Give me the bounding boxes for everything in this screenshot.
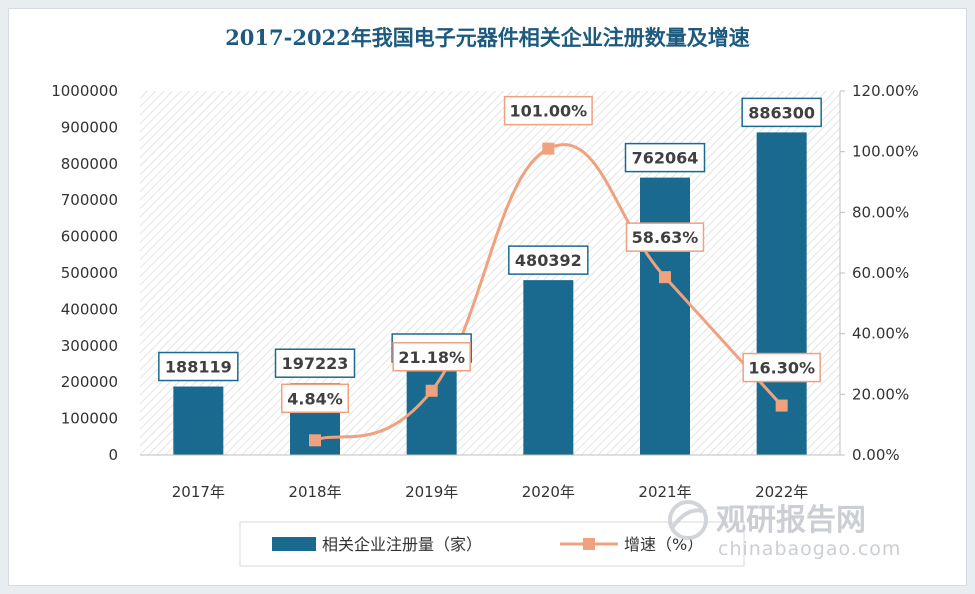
bar bbox=[173, 386, 224, 455]
growth-marker bbox=[425, 384, 438, 397]
y-right-tick-label: 40.00% bbox=[852, 325, 909, 343]
y-left-tick-label: 700000 bbox=[61, 191, 118, 209]
y-left-tick-label: 200000 bbox=[61, 373, 118, 391]
growth-data-label-text: 101.00% bbox=[509, 102, 587, 121]
growth-data-label-text: 16.30% bbox=[748, 359, 815, 378]
growth-marker bbox=[659, 271, 671, 284]
growth-marker bbox=[542, 142, 555, 155]
growth-data-label: 58.63% bbox=[625, 222, 705, 252]
bar-data-label-box bbox=[158, 351, 239, 382]
bar-data-label-box bbox=[624, 142, 706, 173]
legend-bar-label: 相关企业注册量（家） bbox=[322, 535, 482, 554]
growth-data-label-box bbox=[625, 222, 705, 252]
legend-line-label: 增速（%） bbox=[624, 535, 703, 554]
bar bbox=[406, 368, 457, 455]
plot-area bbox=[140, 91, 840, 455]
growth-data-label: 101.00% bbox=[503, 95, 593, 126]
bar-data-label-box bbox=[508, 245, 589, 275]
y-right-tick-label: 80.00% bbox=[852, 203, 909, 221]
growth-data-label: 16.30% bbox=[742, 352, 821, 383]
growth-marker bbox=[775, 399, 788, 412]
y-right-tick-label: 0.00% bbox=[852, 446, 900, 464]
growth-data-label-text: 58.63% bbox=[632, 228, 699, 247]
legend-bar-swatch bbox=[272, 537, 316, 551]
growth-data-label: 21.18% bbox=[392, 342, 471, 372]
y-left-tick-label: 1000000 bbox=[51, 82, 118, 100]
growth-marker bbox=[309, 434, 321, 447]
x-category-label: 2017年 bbox=[172, 483, 225, 501]
x-category-label: 2022年 bbox=[755, 483, 808, 501]
legend-line-marker bbox=[583, 538, 595, 550]
growth-data-label-box bbox=[742, 352, 821, 383]
x-category-label: 2021年 bbox=[638, 483, 691, 501]
bar bbox=[640, 177, 690, 455]
y-right-tick-label: 60.00% bbox=[852, 264, 909, 282]
watermark: 观研报告网 chinabaogao.com bbox=[668, 500, 901, 560]
x-category-label: 2018年 bbox=[288, 483, 341, 501]
bar-data-label: 188119 bbox=[158, 351, 239, 382]
growth-data-label-text: 4.84% bbox=[287, 389, 343, 408]
y-left-tick-label: 600000 bbox=[61, 228, 118, 246]
x-category-label: 2019年 bbox=[405, 483, 458, 501]
y-left-tick-label: 800000 bbox=[61, 155, 118, 173]
y-right-tick-label: 20.00% bbox=[852, 385, 909, 403]
bar-data-label-text: 480392 bbox=[515, 251, 582, 270]
y-left-tick-label: 100000 bbox=[61, 410, 118, 428]
y-right-tick-label: 120.00% bbox=[852, 82, 919, 100]
legend: 相关企业注册量（家） 增速（%） bbox=[239, 521, 745, 567]
growth-data-label: 4.84% bbox=[281, 383, 349, 414]
bar-data-label: 197223 bbox=[274, 348, 356, 378]
x-category-label: 2020年 bbox=[522, 483, 575, 501]
bar-data-label-box bbox=[274, 348, 356, 378]
y-left-tick-label: 500000 bbox=[61, 264, 118, 282]
watermark-cn: 观研报告网 bbox=[716, 503, 866, 538]
y-left-tick-label: 0 bbox=[108, 446, 118, 464]
bar-data-label-text: 197223 bbox=[282, 354, 349, 373]
watermark-en: chinabaogao.com bbox=[718, 538, 901, 560]
growth-data-label-box bbox=[392, 342, 471, 372]
bar-data-label-text: 886300 bbox=[748, 103, 815, 122]
y-left-tick-label: 900000 bbox=[61, 118, 118, 136]
bar-data-label-text: 762064 bbox=[632, 149, 699, 168]
bar-data-label-text: 188119 bbox=[165, 358, 232, 377]
growth-data-label-box bbox=[503, 95, 593, 126]
bar-data-label: 886300 bbox=[741, 97, 822, 128]
y-left-tick-label: 400000 bbox=[61, 300, 118, 318]
growth-data-label-text: 21.18% bbox=[398, 348, 465, 367]
bar-data-label: 480392 bbox=[508, 245, 589, 275]
y-left-tick-label: 300000 bbox=[61, 337, 118, 355]
bar-data-label-box bbox=[741, 97, 822, 128]
y-right-tick-label: 100.00% bbox=[852, 143, 919, 161]
growth-data-label-box bbox=[281, 383, 349, 414]
legend-box bbox=[239, 521, 745, 567]
bar-data-label: 762064 bbox=[624, 142, 706, 173]
bar bbox=[523, 280, 574, 455]
chart-title: 2017-2022年我国电子元器件相关企业注册数量及增速 bbox=[225, 25, 750, 50]
chinabaogao-logo-icon bbox=[668, 500, 708, 540]
